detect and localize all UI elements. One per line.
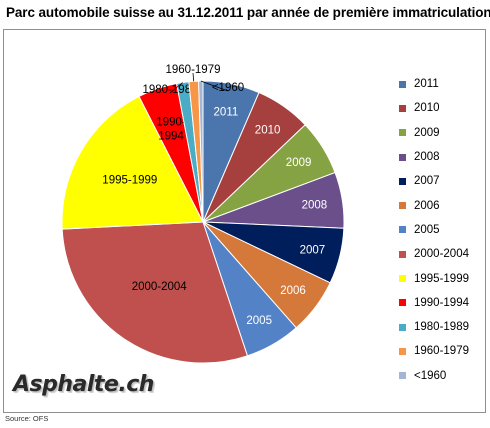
slice-label: 2006 — [280, 285, 306, 297]
slice-label: 1995-1999 — [102, 175, 157, 187]
legend-label: 1995-1999 — [414, 272, 469, 285]
leader-line — [200, 80, 229, 92]
slice-label: 2005 — [246, 315, 272, 327]
legend-item: 2009 — [399, 121, 481, 145]
legend-label: 2009 — [414, 126, 440, 139]
legend-item: 1990-1994 — [399, 291, 481, 315]
legend-item: 1995-1999 — [399, 266, 481, 290]
legend-label: 1980-1989 — [414, 321, 469, 334]
legend-swatch — [399, 153, 406, 161]
pie-slice-2000-2004 — [61, 221, 249, 364]
legend-swatch — [399, 129, 406, 137]
legend-swatch — [399, 177, 406, 185]
legend-item: 2008 — [399, 145, 481, 169]
legend-item: 2006 — [399, 193, 481, 217]
legend-swatch — [399, 299, 406, 307]
legend-item: 2007 — [399, 169, 481, 193]
legend-swatch — [399, 347, 406, 355]
pie-slice-1995-1999 — [61, 95, 204, 230]
legend-label: 2006 — [414, 199, 440, 212]
slice-label: <1960 — [212, 82, 244, 94]
legend-swatch — [399, 323, 406, 331]
legend-item: 2010 — [399, 96, 481, 120]
legend-swatch — [399, 250, 406, 258]
legend-swatch — [399, 275, 406, 283]
slice-label: 1960-1979 — [166, 64, 221, 76]
source-note: Source: OFS — [5, 414, 49, 423]
legend-label: 2010 — [414, 102, 440, 115]
legend-label: 2008 — [414, 151, 440, 164]
legend-label: 2005 — [414, 223, 440, 236]
legend-swatch — [399, 202, 406, 210]
legend-item: 1960-1979 — [399, 339, 481, 363]
legend-item: 2011 — [399, 72, 481, 96]
legend-swatch — [399, 372, 406, 380]
legend-label: 1990-1994 — [414, 296, 469, 309]
pie-slice-1960 — [198, 80, 204, 223]
legend-label: 2000-2004 — [414, 248, 469, 261]
legend-label: 2011 — [414, 78, 439, 91]
slice-label: 1990-1994 — [156, 117, 186, 143]
leader-line — [169, 82, 183, 94]
legend-label: 1960-1979 — [414, 345, 469, 358]
legend-label: <1960 — [414, 369, 447, 382]
legend-swatch — [399, 104, 406, 112]
slice-label: 2008 — [302, 199, 328, 211]
asphalte-logo: Asphalte.ch — [13, 372, 154, 397]
slice-label: 2011 — [214, 107, 239, 119]
pie-chart: 2011 2010 2009 2008 2007 2006 2005 2000-2004 199… — [61, 64, 345, 364]
chart-area: 2011 2010 2009 2008 2007 2006 2005 2000-2004 199… — [3, 29, 486, 413]
leader-line — [192, 72, 195, 82]
legend-item: 1980-1989 — [399, 315, 481, 339]
legend-swatch — [399, 80, 406, 88]
slice-label: 2010 — [255, 125, 281, 137]
chart-title: Parc automobile suisse au 31.12.2011 par… — [6, 5, 490, 20]
legend-label: 2007 — [414, 175, 440, 188]
legend-item: 2005 — [399, 218, 481, 242]
chart-legend: 2011 2010 2009 2008 2007 2006 2005 2000-2004 199… — [399, 72, 481, 388]
slice-label: 2007 — [300, 244, 326, 256]
legend-item: <1960 — [399, 364, 481, 388]
slice-label: 2009 — [286, 157, 312, 169]
legend-swatch — [399, 226, 406, 234]
legend-item: 2000-2004 — [399, 242, 481, 266]
slice-label: 2000-2004 — [132, 281, 188, 293]
slice-label: 1980-1989 — [143, 84, 198, 96]
